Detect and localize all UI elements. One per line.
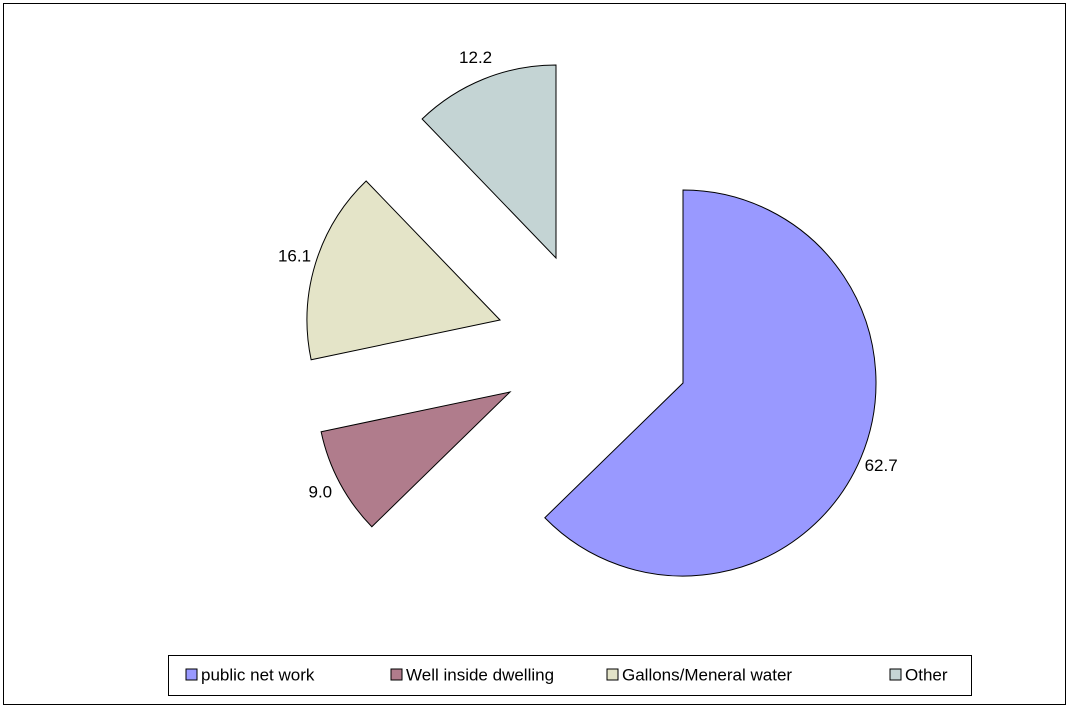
- pie-slice: [421, 64, 557, 260]
- legend-swatch: [185, 668, 198, 681]
- legend-swatch: [606, 668, 619, 681]
- legend-swatch: [889, 668, 902, 681]
- data-label: 9.0: [308, 483, 332, 502]
- legend-swatch: [390, 668, 403, 681]
- pie-slice: [320, 391, 512, 528]
- legend-label: Other: [905, 665, 948, 684]
- legend-label: Gallons/Meneral water: [622, 665, 792, 684]
- data-label: 12.2: [459, 48, 492, 67]
- legend-box: [168, 655, 972, 696]
- legend-label: Well inside dwelling: [406, 665, 554, 684]
- pie-slice: [306, 180, 501, 361]
- pie-slice: [544, 189, 877, 577]
- data-label: 16.1: [278, 246, 311, 265]
- legend-label: public net work: [201, 665, 315, 684]
- data-label: 62.7: [865, 456, 898, 475]
